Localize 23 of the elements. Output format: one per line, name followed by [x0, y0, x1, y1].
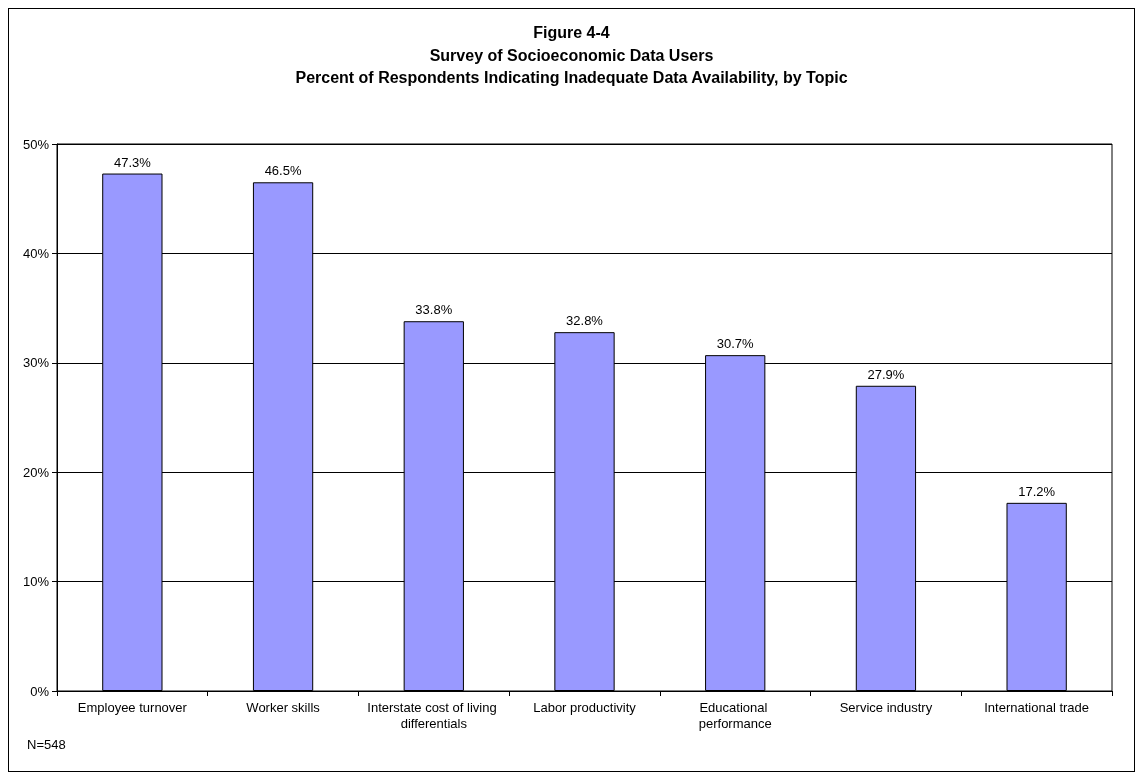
data-label: 30.7% [716, 336, 755, 352]
y-tick-label: 10% [22, 574, 50, 590]
chart-title: Figure 4-4 [533, 23, 610, 41]
y-tick-label: 30% [22, 355, 50, 371]
x-tick-label: International trade [984, 699, 1090, 715]
data-label: 33.8% [415, 302, 453, 318]
data-label: 46.5% [264, 163, 302, 179]
data-label: 32.8% [566, 313, 604, 329]
x-tick-label: Labor productivity [533, 699, 637, 715]
x-tick-label: Educational performance [698, 699, 772, 731]
data-label: 27.9% [867, 366, 905, 382]
text: N=548 [27, 737, 66, 752]
x-tick-label: Worker skills [246, 699, 321, 715]
y-tick-label: 20% [22, 464, 50, 480]
y-tick-label: 40% [22, 245, 50, 261]
data-label: 17.2% [1018, 483, 1056, 499]
chart-subtitle: Survey of Socioeconomic Data Users Percent of Respondents Indicating Inadequate Data Availability, by Topic [295, 46, 848, 86]
y-tick-label: 0% [30, 683, 50, 699]
y-tick-label: 50% [22, 136, 50, 152]
data-label: 47.3% [113, 154, 152, 170]
x-tick-label: Interstate cost of living differentials [367, 699, 501, 731]
x-tick-label: Service industry [839, 699, 933, 715]
x-tick-label: Employee turnover [77, 699, 188, 715]
